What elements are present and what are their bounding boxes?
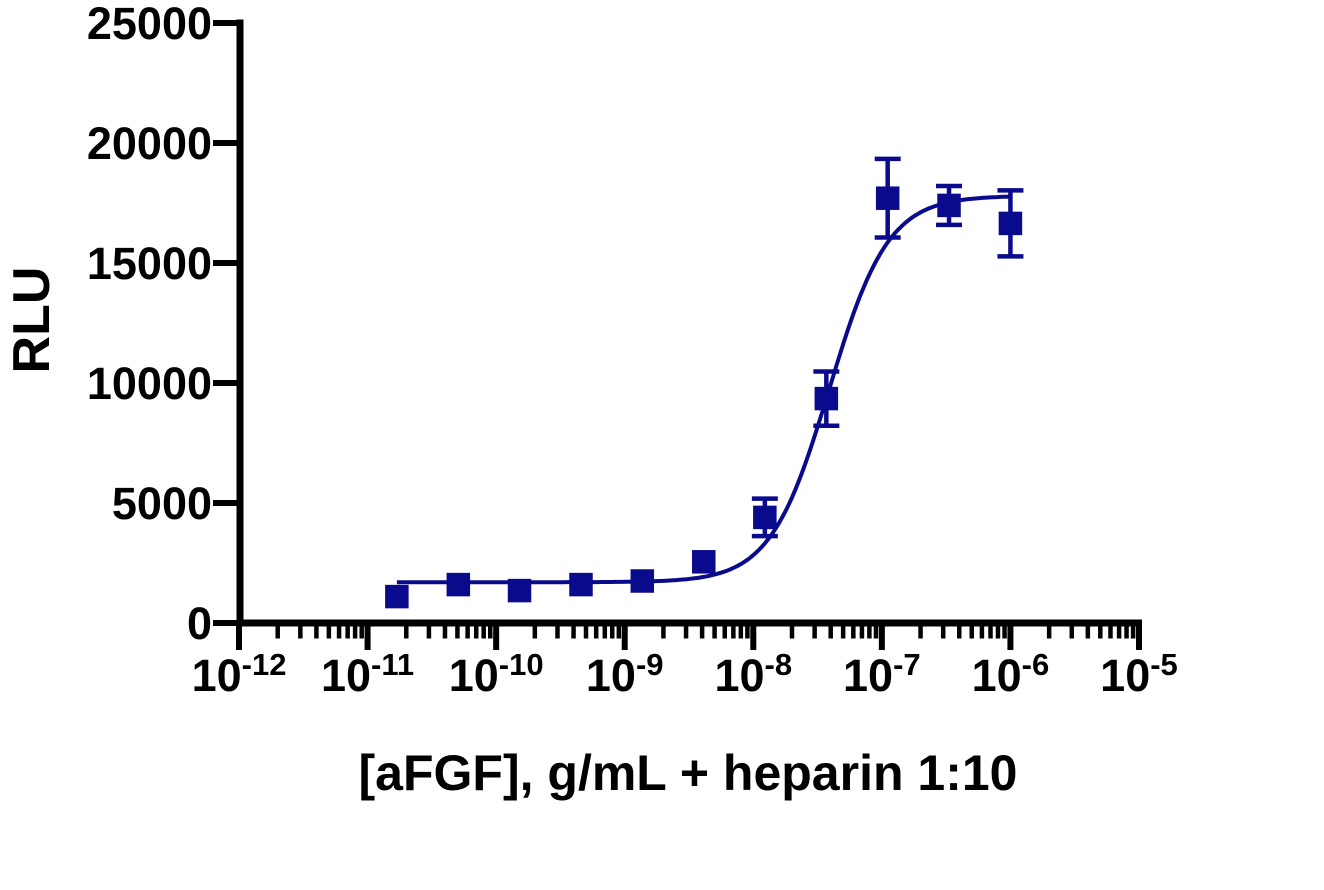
data-point-square [446, 572, 471, 597]
data-point-square [937, 193, 961, 218]
data-point-square [875, 186, 900, 210]
x-tick-base: 10 [192, 650, 242, 701]
data-point-square [630, 569, 655, 593]
y-tick-label: 15000 [87, 238, 212, 289]
x-tick-label: 10-10 [449, 647, 544, 701]
x-tick-exponent: -12 [242, 647, 287, 682]
x-tick-base: 10 [843, 650, 893, 701]
x-tick-base: 10 [1100, 650, 1150, 701]
x-tick-base: 10 [321, 650, 371, 701]
x-tick-label: 10-8 [714, 647, 792, 701]
fit-curve-layer [396, 194, 1011, 585]
x-tick-label: 10-7 [843, 647, 921, 701]
y-tick-label: 25000 [87, 0, 212, 49]
x-tick-label: 10-6 [972, 647, 1050, 701]
error-bars-layer [751, 156, 1024, 539]
x-tick-base: 10 [972, 650, 1022, 701]
x-tick-exponent: -7 [893, 647, 921, 682]
y-tick-label: 20000 [87, 118, 212, 169]
axis-titles-layer: RLU [aFGF], g/mL + heparin 1:10 [3, 267, 1017, 801]
x-tick-label: 10-11 [321, 647, 414, 701]
data-point-square [753, 505, 777, 530]
y-tick-label: 5000 [112, 478, 212, 529]
x-tick-exponent: -11 [371, 647, 414, 682]
x-tick-label: 10-5 [1100, 647, 1178, 701]
data-points-layer [385, 186, 1023, 609]
x-tick-base: 10 [449, 650, 499, 701]
x-tick-label: 10-9 [586, 647, 664, 701]
y-tick-label: 0 [187, 598, 212, 649]
x-axis-title: [aFGF], g/mL + heparin 1:10 [359, 745, 1018, 801]
data-point-square [998, 211, 1023, 236]
data-point-square [814, 386, 839, 411]
y-axis-title: RLU [3, 267, 61, 374]
x-tick-label: 10-12 [192, 647, 287, 701]
data-point-square [385, 584, 409, 609]
x-tick-base: 10 [714, 650, 764, 701]
x-tick-exponent: -8 [765, 647, 793, 682]
x-tick-base: 10 [586, 650, 636, 701]
fit-curve [396, 194, 1011, 585]
y-tick-label: 10000 [87, 358, 212, 409]
x-tick-exponent: -10 [499, 647, 544, 682]
axes-layer [213, 19, 1142, 650]
x-tick-exponent: -6 [1022, 647, 1050, 682]
x-tick-exponent: -5 [1150, 647, 1178, 682]
data-point-square [507, 578, 532, 603]
x-tick-exponent: -9 [636, 647, 664, 682]
data-point-square [692, 550, 716, 574]
data-point-square [569, 572, 593, 597]
